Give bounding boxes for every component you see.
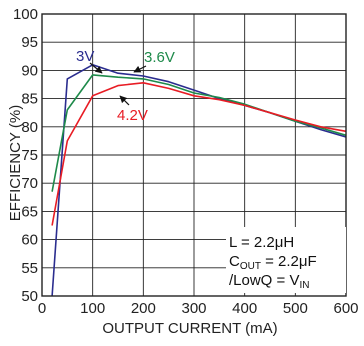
y-tick-label: 60: [21, 232, 38, 249]
y-tick-label: 90: [21, 62, 38, 79]
plot-frame: [41, 13, 347, 297]
series-label-3v: 3V: [76, 48, 94, 65]
x-tick-label: 600: [333, 300, 358, 317]
x-axis-label: OUTPUT CURRENT (mA): [102, 320, 277, 337]
x-tick-label: 100: [80, 300, 105, 317]
conditions-box: L = 2.2μH COUT = 2.2μF /LowQ = VIN: [226, 227, 346, 293]
y-tick-label: 50: [21, 288, 38, 305]
arrow-3v: [89, 62, 103, 74]
x-tick-labels: 0 100 200 300 400 500 600: [38, 300, 359, 317]
series-line-3-6v: [51, 74, 347, 192]
y-tick-labels: 50 55 60 65 70 75 80 85 90 95 100: [13, 6, 38, 305]
y-tick-label: 80: [21, 119, 38, 136]
y-tick-label: 85: [21, 91, 38, 108]
arrow-4-2v: [119, 95, 130, 106]
y-tick-label: 55: [21, 260, 38, 277]
x-tick-label: 500: [283, 300, 308, 317]
series-line-4-2v: [51, 82, 347, 226]
y-tick-label: 75: [21, 147, 38, 164]
x-tick-label: 400: [232, 300, 257, 317]
annotation-lowq: /LowQ = VIN: [229, 272, 309, 291]
arrow-3-6v: [133, 65, 147, 73]
annotation-cout: COUT = 2.2μF: [229, 253, 317, 272]
y-tick-label: 100: [13, 6, 38, 23]
x-tick-label: 0: [38, 300, 46, 317]
y-axis-label: EFFICIENCY (%): [7, 105, 24, 221]
x-tick-label: 200: [131, 300, 156, 317]
series-label-3-6v: 3.6V: [144, 49, 175, 66]
series-label-4-2v: 4.2V: [117, 107, 148, 124]
annotation-inductor: L = 2.2μH: [229, 234, 294, 251]
y-tick-label: 95: [21, 34, 38, 51]
y-tick-label: 65: [21, 203, 38, 220]
y-tick-label: 70: [21, 175, 38, 192]
x-tick-label: 300: [181, 300, 206, 317]
